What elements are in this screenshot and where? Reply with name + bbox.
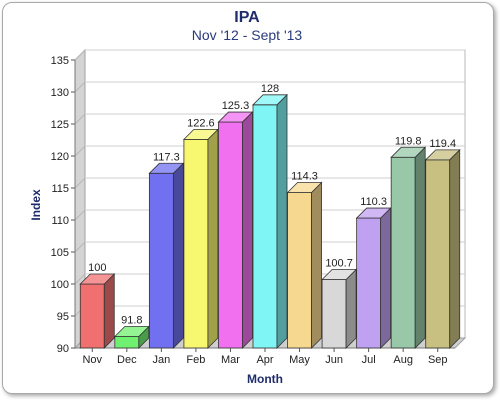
bar [424, 148, 461, 349]
bar [148, 162, 185, 349]
x-tick-label: Dec [117, 354, 137, 366]
bar [321, 268, 358, 349]
bar-top [217, 111, 254, 123]
y-tick-label: 90 [57, 343, 69, 355]
x-tick-label: Sep [428, 354, 448, 366]
y-tick-labels: 90 95 100 105 110 115 120 125 130 135 [51, 55, 69, 355]
bar-top [79, 273, 116, 285]
bar-front [321, 279, 347, 349]
bar-side [276, 93, 288, 349]
x-tick-label: Feb [186, 354, 205, 366]
x-tick-label: Jan [152, 354, 170, 366]
bar-front [425, 159, 451, 349]
bar-top [424, 149, 461, 161]
chart-subtitle: Nov '12 - Sept '13 [192, 27, 303, 43]
data-label: 125.3 [222, 100, 250, 112]
y-tick-label: 115 [51, 183, 69, 195]
x-tick-label: Aug [393, 354, 413, 366]
data-label: 100 [88, 262, 106, 274]
y-tick-label: 110 [51, 215, 69, 227]
gridline-side [74, 145, 86, 157]
bar [390, 146, 427, 349]
y-tick-label: 100 [51, 279, 69, 291]
gridline-side [74, 177, 86, 189]
gridline-side [74, 81, 86, 93]
data-label: 128 [261, 83, 279, 95]
data-labels: 100 91.8 117.3 122.6 125.3 128 114.3 100.7 110.3… [88, 83, 456, 327]
bar-front [148, 172, 174, 349]
bar [252, 93, 288, 349]
x-tick-label: Apr [256, 354, 273, 366]
bars [79, 93, 461, 349]
y-tick-label: 130 [51, 87, 69, 99]
data-label: 119.4 [429, 138, 456, 150]
bar-side [449, 148, 461, 349]
y-tick-label: 120 [51, 151, 69, 163]
bar-side [311, 181, 322, 349]
bar-front [218, 121, 243, 349]
gridline-side [74, 273, 86, 285]
bar-top [148, 162, 185, 174]
bar-top [182, 128, 219, 140]
data-label: 110.3 [360, 196, 387, 208]
bar-top [355, 207, 392, 219]
data-label: 114.3 [291, 170, 318, 182]
x-tick-label: Jul [362, 354, 376, 366]
gridline-side [74, 49, 86, 61]
chart-title: IPA [234, 9, 260, 26]
data-label: 91.8 [121, 314, 142, 326]
bar-front [252, 104, 278, 349]
bar-side [172, 162, 184, 349]
y-tick-label: 105 [51, 247, 69, 259]
bar-side [103, 273, 115, 349]
x-tick-label: Nov [82, 354, 102, 366]
bar-front [79, 283, 105, 349]
bar [113, 325, 150, 349]
bar-side [207, 128, 219, 349]
gridline-side [74, 113, 86, 125]
bar-top [321, 269, 358, 280]
bar [217, 111, 254, 349]
y-tick-label: 125 [51, 119, 69, 131]
bar [355, 207, 392, 349]
x-axis-title: Month [247, 372, 283, 386]
bar-front [390, 156, 416, 349]
bar-side [380, 207, 392, 349]
y-tick-label: 135 [51, 55, 69, 67]
x-tick-label: Mar [221, 354, 240, 366]
bar-front [183, 138, 209, 349]
data-label: 122.6 [187, 117, 215, 129]
bar-front [287, 192, 312, 349]
gridline-side [74, 241, 86, 253]
data-label: 117.3 [153, 151, 180, 163]
bar-top [390, 146, 427, 158]
bar-top [252, 94, 288, 106]
bar [286, 181, 323, 349]
bar-top [286, 182, 323, 193]
bar-top [113, 326, 150, 337]
gridline-side [74, 209, 86, 221]
x-tick-label: Jun [325, 354, 343, 366]
bar-side [414, 146, 426, 349]
bar-front [114, 336, 140, 349]
data-label: 100.7 [325, 258, 353, 270]
bar [79, 273, 116, 349]
bar [182, 128, 219, 349]
x-tick-label: May [289, 354, 310, 366]
y-tick-label: 95 [57, 311, 69, 323]
x-tick-labels: Nov Dec Jan Feb Mar Apr May Jun Jul Aug Sep [82, 348, 448, 366]
bar-front [356, 217, 382, 349]
y-axis-title: Index [29, 189, 43, 221]
bar-side [345, 268, 357, 349]
bar-side [242, 111, 253, 349]
data-label: 119.8 [395, 135, 422, 147]
